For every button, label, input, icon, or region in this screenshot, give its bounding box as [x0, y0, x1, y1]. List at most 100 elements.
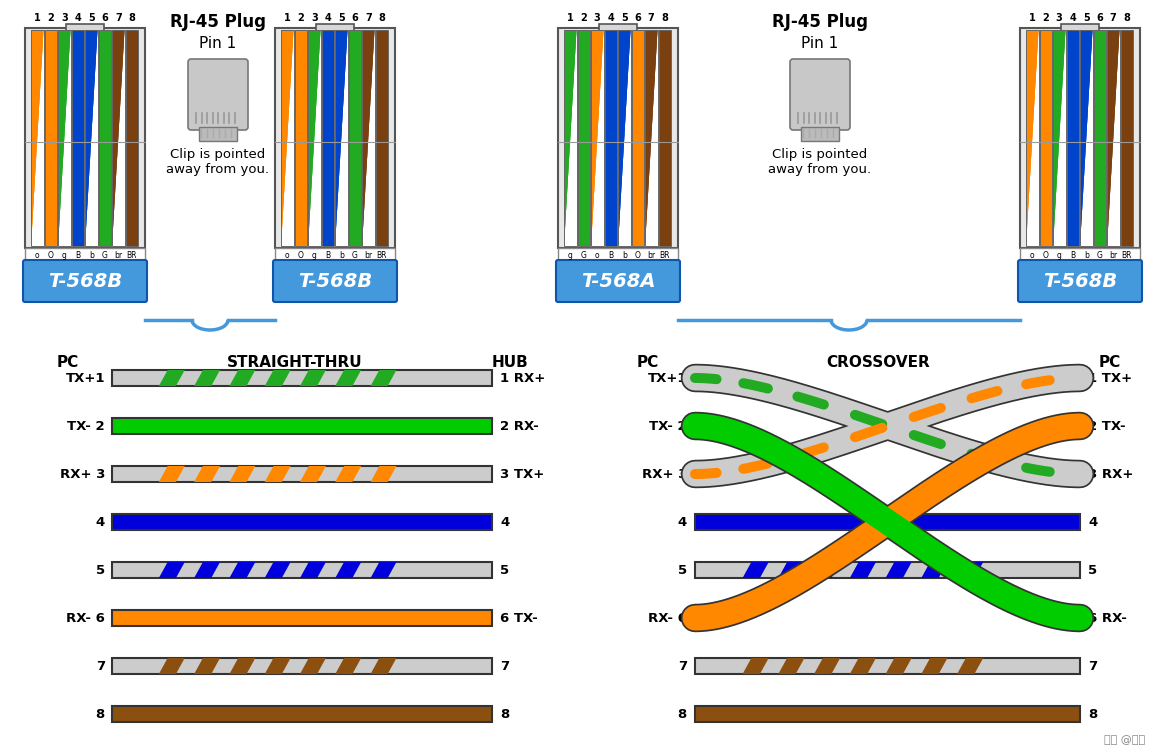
Text: 3 RX+: 3 RX+: [1088, 468, 1134, 480]
Polygon shape: [564, 30, 577, 246]
Polygon shape: [617, 30, 626, 246]
Bar: [645, 30, 657, 246]
Text: BR: BR: [659, 251, 670, 260]
Bar: [1061, 24, 1100, 38]
Text: 4: 4: [678, 516, 687, 529]
Polygon shape: [31, 30, 43, 246]
Bar: [99, 30, 111, 246]
Polygon shape: [1080, 30, 1093, 246]
Polygon shape: [564, 30, 577, 246]
Text: 2 TX-: 2 TX-: [1088, 419, 1125, 432]
Polygon shape: [85, 30, 97, 246]
Bar: [605, 30, 617, 246]
Polygon shape: [1053, 30, 1057, 246]
Bar: [362, 30, 374, 246]
Polygon shape: [617, 30, 628, 246]
Polygon shape: [336, 30, 338, 246]
Polygon shape: [849, 562, 876, 578]
Polygon shape: [336, 658, 361, 674]
Polygon shape: [336, 30, 346, 246]
Polygon shape: [617, 30, 623, 246]
Polygon shape: [308, 30, 320, 246]
Polygon shape: [112, 30, 125, 246]
Polygon shape: [58, 30, 61, 246]
Polygon shape: [362, 30, 374, 246]
Polygon shape: [264, 370, 290, 386]
Polygon shape: [195, 466, 220, 482]
Polygon shape: [308, 30, 320, 246]
Polygon shape: [1026, 30, 1038, 246]
Text: 8: 8: [678, 708, 687, 721]
Polygon shape: [281, 30, 294, 246]
Text: B: B: [608, 251, 613, 260]
Text: br: br: [648, 251, 655, 260]
Polygon shape: [1026, 30, 1032, 246]
Polygon shape: [645, 30, 657, 246]
Polygon shape: [564, 30, 577, 246]
Polygon shape: [564, 30, 577, 246]
Polygon shape: [1107, 30, 1120, 246]
Polygon shape: [1107, 30, 1120, 246]
Polygon shape: [362, 30, 374, 246]
Polygon shape: [591, 30, 603, 246]
Bar: [1121, 30, 1134, 246]
Polygon shape: [1080, 30, 1093, 246]
Polygon shape: [112, 30, 125, 246]
Bar: [658, 30, 671, 246]
Polygon shape: [591, 30, 599, 246]
Text: 8: 8: [379, 13, 386, 23]
Polygon shape: [281, 30, 294, 246]
Polygon shape: [564, 30, 571, 246]
Bar: [112, 30, 125, 246]
Text: 3: 3: [61, 13, 68, 23]
Polygon shape: [564, 30, 576, 246]
Polygon shape: [85, 30, 98, 246]
Polygon shape: [112, 30, 125, 246]
Polygon shape: [1107, 30, 1110, 246]
Polygon shape: [58, 30, 71, 246]
Text: 2 RX-: 2 RX-: [500, 419, 538, 432]
Text: RX- 6: RX- 6: [648, 611, 687, 624]
Polygon shape: [281, 30, 291, 246]
Bar: [1026, 30, 1038, 246]
Text: 6 RX-: 6 RX-: [1088, 611, 1127, 624]
Polygon shape: [85, 30, 98, 246]
Text: b: b: [1083, 251, 1088, 260]
Bar: [1094, 30, 1106, 246]
Text: 1 TX+: 1 TX+: [1088, 371, 1132, 385]
Polygon shape: [645, 30, 648, 246]
FancyBboxPatch shape: [23, 260, 147, 302]
Text: g: g: [567, 251, 573, 260]
Polygon shape: [308, 30, 320, 246]
Bar: [375, 30, 388, 246]
Bar: [1107, 30, 1120, 246]
Bar: [295, 30, 308, 246]
Text: TX+1: TX+1: [65, 371, 105, 385]
Bar: [126, 30, 137, 246]
Polygon shape: [1026, 30, 1038, 246]
Polygon shape: [1107, 30, 1111, 246]
Text: G: G: [581, 251, 587, 260]
Polygon shape: [112, 30, 115, 246]
Polygon shape: [336, 30, 347, 246]
Text: g: g: [312, 251, 317, 260]
Polygon shape: [85, 30, 98, 246]
Polygon shape: [1053, 30, 1062, 246]
Polygon shape: [1080, 30, 1093, 246]
Polygon shape: [1053, 30, 1065, 246]
Bar: [631, 30, 644, 246]
Polygon shape: [362, 30, 368, 246]
Polygon shape: [264, 466, 290, 482]
Bar: [275, 28, 395, 248]
Text: 5: 5: [678, 563, 687, 577]
Polygon shape: [58, 30, 71, 246]
Text: HUB: HUB: [492, 355, 529, 370]
Polygon shape: [645, 30, 654, 246]
Polygon shape: [281, 30, 294, 246]
Bar: [658, 30, 671, 246]
Polygon shape: [617, 30, 630, 246]
Bar: [31, 30, 43, 246]
Polygon shape: [85, 30, 98, 246]
Text: o: o: [285, 251, 290, 260]
Polygon shape: [370, 370, 396, 386]
